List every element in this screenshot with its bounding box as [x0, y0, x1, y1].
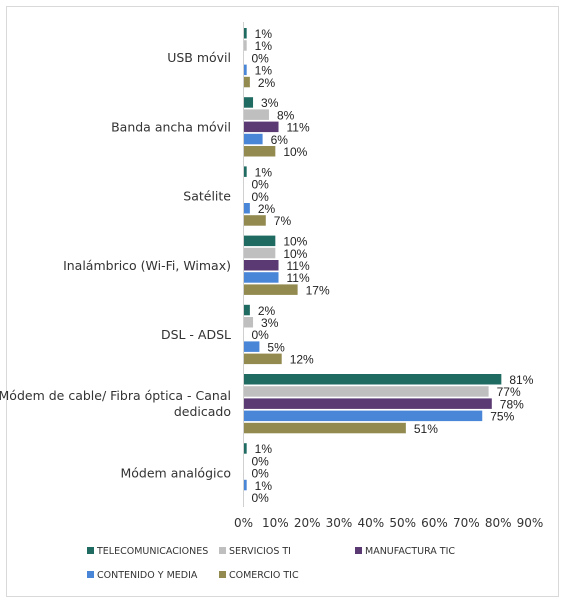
chart-frame — [6, 6, 559, 597]
data-label: 6% — [271, 133, 289, 147]
data-label: 0% — [252, 51, 270, 65]
data-label: 1% — [255, 27, 273, 41]
bar — [243, 386, 489, 397]
legend-label: MANUFACTURA TIC — [365, 546, 455, 557]
data-label: 1% — [255, 39, 273, 53]
data-label: 77% — [497, 385, 521, 399]
x-tick-label: 10% — [262, 516, 289, 530]
legend-label: COMERCIO TIC — [229, 570, 299, 581]
category-label: DSL - ADSL — [161, 327, 231, 342]
bar — [243, 235, 276, 247]
data-label: 17% — [306, 283, 330, 297]
data-label: 11% — [287, 271, 310, 285]
bar — [243, 353, 282, 365]
data-label: 1% — [255, 479, 273, 493]
data-label: 5% — [267, 340, 285, 354]
category-label: Banda ancha móvil — [111, 119, 231, 134]
data-label: 51% — [414, 422, 438, 436]
bar — [243, 374, 502, 385]
data-label: 2% — [258, 304, 276, 318]
x-tick-label: 40% — [357, 516, 384, 530]
legend-swatch — [219, 547, 226, 554]
bar — [243, 247, 276, 259]
x-tick-label: 50% — [389, 516, 416, 530]
data-label: 0% — [252, 454, 270, 468]
bar — [243, 133, 263, 145]
bars-layer — [243, 28, 502, 491]
bar — [243, 109, 269, 120]
data-label: 1% — [255, 442, 273, 456]
x-tick-label: 30% — [326, 516, 353, 530]
data-label: 10% — [283, 235, 307, 249]
x-tick-label: 70% — [453, 516, 480, 530]
data-label: 0% — [252, 178, 270, 192]
bar — [243, 97, 254, 108]
legend-swatch — [87, 571, 94, 578]
x-tick-label: 0% — [234, 516, 253, 530]
bar — [243, 166, 247, 177]
bar — [243, 121, 279, 133]
legend-swatch — [355, 547, 362, 554]
category-label: Inalámbrico (Wi-Fi, Wimax) — [63, 258, 231, 273]
bar — [243, 443, 247, 454]
category-label: Módem analógico — [121, 465, 232, 480]
category-label: Módem de cable/ Fibra óptica - Canal — [0, 388, 231, 403]
data-label: 0% — [252, 190, 270, 204]
data-label: 2% — [258, 202, 276, 216]
data-label: 2% — [258, 76, 276, 90]
legend-swatch — [219, 571, 226, 578]
bar — [243, 146, 276, 157]
bar — [243, 215, 266, 226]
bar — [243, 317, 254, 328]
data-label: 12% — [290, 353, 314, 367]
category-label: Satélite — [183, 189, 231, 204]
data-label: 0% — [252, 328, 270, 342]
bar — [243, 64, 247, 76]
bar — [243, 284, 298, 295]
legend-label: CONTENIDO Y MEDIA — [97, 570, 198, 581]
x-tick-label: 60% — [421, 516, 448, 530]
category-label: USB móvil — [167, 50, 231, 65]
bar — [243, 341, 260, 352]
bar — [243, 398, 492, 409]
data-label: 10% — [283, 145, 307, 159]
bar — [243, 304, 250, 316]
bar — [243, 422, 406, 434]
data-label: 81% — [509, 373, 533, 387]
x-tick-label: 80% — [485, 516, 512, 530]
bar — [243, 40, 247, 51]
bar — [243, 272, 279, 283]
legend-label: TELECOMUNICACIONES — [96, 546, 208, 557]
bar — [243, 203, 250, 214]
data-label: 10% — [283, 247, 307, 261]
x-tick-label: 20% — [294, 516, 321, 530]
data-label: 3% — [261, 316, 279, 330]
category-label: dedicado — [174, 404, 231, 419]
data-label: 0% — [252, 467, 270, 481]
bar — [243, 260, 279, 271]
data-label: 0% — [252, 491, 270, 505]
data-label: 75% — [490, 410, 514, 424]
data-labels-layer: 1%1%0%1%2%3%8%11%6%10%1%0%0%2%7%10%10%11… — [252, 27, 534, 505]
data-label: 1% — [255, 64, 273, 78]
bar — [243, 410, 483, 422]
bar — [243, 28, 247, 39]
data-label: 1% — [255, 165, 273, 179]
data-label: 7% — [274, 214, 292, 228]
bar — [243, 76, 250, 88]
legend-swatch — [87, 547, 94, 554]
data-label: 8% — [277, 108, 295, 122]
data-label: 3% — [261, 96, 279, 110]
legend-label: SERVICIOS TI — [229, 546, 291, 557]
bar — [243, 479, 247, 491]
data-label: 11% — [287, 121, 310, 135]
data-label: 78% — [500, 397, 524, 411]
x-tick-label: 90% — [517, 516, 544, 530]
axis-layer: USB móvil Banda ancha móvil Satélite Inalám… — [0, 22, 543, 530]
legend: TELECOMUNICACIONES SERVICIOS TI MANUFACTUR… — [87, 546, 455, 581]
data-label: 11% — [287, 259, 310, 273]
